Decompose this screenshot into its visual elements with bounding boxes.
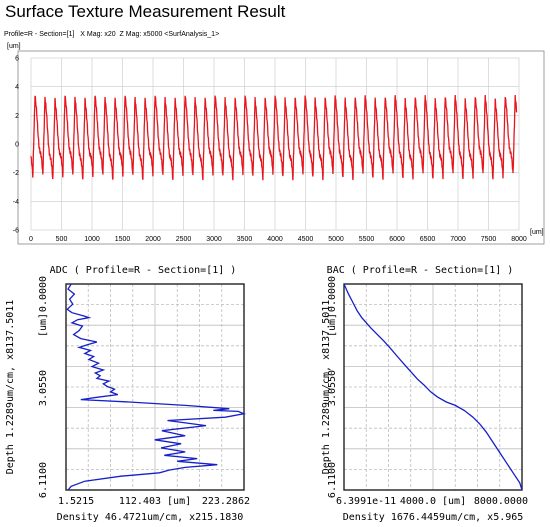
profile-y-tick-label: 2: [15, 113, 19, 120]
profile-y-unit: [um]: [7, 43, 21, 50]
profile-x-unit: [um]: [530, 229, 544, 236]
adc-x-tick-label: 1.5215: [58, 496, 94, 507]
bac-y-tick-label: 0.0000: [327, 276, 338, 312]
adc-x-axis-label: Density 46.4721um/cm, x215.1830: [57, 512, 244, 523]
profile-x-tick-label: 500: [56, 236, 68, 243]
profile-y-tick-label: 6: [15, 56, 19, 63]
bac-y-axis-label: Depth 1.2289um/cm, x8137.5011: [321, 300, 332, 475]
profile-y-tick-label: 0: [15, 142, 19, 149]
profile-chart: [um] 6 4 2 0 -2 -4 -6 0 500 1000 1500 2000 2500 3000…: [7, 43, 545, 245]
adc-plot-frame: [65, 283, 245, 491]
bac-title: BAC ( Profile=R - Section=[1] ): [327, 265, 514, 276]
bac-y-tick-label: [um]: [327, 313, 338, 337]
bac-series-line: [343, 283, 523, 491]
profile-x-tick-label: 7000: [450, 236, 466, 243]
bac-x-tick-label: 8000.0000: [474, 496, 528, 507]
profile-x-tick-label: 3500: [237, 236, 253, 243]
page-title: Surface Texture Measurement Result: [5, 2, 286, 21]
bac-y-tick-labels: 0.0000[um] 3.0550 6.1100: [327, 276, 338, 498]
adc-y-tick-label: 0.0000: [38, 276, 49, 312]
adc-chart: ADC ( Profile=R - Section=[1] ) 0.0000[u…: [5, 265, 250, 523]
adc-x-tick-label: 223.2862: [202, 496, 250, 507]
adc-title: ADC ( Profile=R - Section=[1] ): [50, 265, 237, 276]
adc-series-line: [66, 283, 247, 491]
profile-x-tick-label: 6500: [420, 236, 436, 243]
profile-x-tick-label: 0: [29, 236, 33, 243]
adc-x-tick-label: 112.403 [um]: [119, 496, 191, 507]
profile-x-tick-label: 4000: [267, 236, 283, 243]
adc-y-tick-label: 3.0550: [38, 370, 49, 406]
profile-x-tick-label: 7500: [481, 236, 497, 243]
profile-y-ticks: 6 4 2 0 -2 -4 -6: [13, 56, 19, 235]
profile-x-tick-label: 1000: [84, 236, 100, 243]
bac-x-tick-label: 4000.0 [um]: [400, 496, 466, 507]
bac-x-axis-label: Density 1676.4459um/cm, x5.965: [343, 512, 524, 523]
bac-x-tick-label: 6.3991e-11: [336, 496, 396, 507]
profile-x-tick-label: 1500: [115, 236, 131, 243]
adc-y-tick-label: [um]: [38, 313, 49, 337]
adc-x-tick-labels: 1.5215 112.403 [um] 223.2862: [58, 496, 250, 507]
profile-x-tick-label: 5000: [328, 236, 344, 243]
bac-grid: [344, 284, 522, 490]
profile-x-tick-label: 5500: [359, 236, 375, 243]
profile-y-tick-label: -4: [13, 199, 19, 206]
bac-plot-frame: [343, 283, 523, 491]
profile-x-tick-label: 3000: [206, 236, 222, 243]
adc-grid: [66, 284, 244, 490]
profile-grid: [30, 57, 520, 231]
profile-x-tick-label: 2500: [176, 236, 192, 243]
profile-x-ticks: 0 500 1000 1500 2000 2500 3000 3500 4000 4500 5000…: [29, 236, 527, 243]
bac-chart: BAC ( Profile=R - Section=[1] ) 0.0000[u…: [321, 265, 528, 523]
adc-y-tick-labels: 0.0000[um] 3.0550 6.1100: [38, 276, 49, 498]
profile-y-tick-label: 4: [15, 84, 19, 91]
bac-y-tick-label: 6.1100: [327, 462, 338, 498]
profile-x-tick-label: 6000: [389, 236, 405, 243]
bac-y-tick-label: 3.0550: [327, 370, 338, 406]
profile-x-tick-label: 4500: [298, 236, 314, 243]
profile-x-tick-label: 2000: [145, 236, 161, 243]
profile-header: Profile=R - Section=[1] X Mag: x20 Z Mag…: [4, 31, 220, 38]
profile-y-tick-label: -2: [13, 170, 19, 177]
bac-x-tick-labels: 6.3991e-11 4000.0 [um] 8000.0000: [336, 496, 528, 507]
profile-plot-area: [17, 50, 545, 245]
profile-series-line: [30, 94, 518, 181]
profile-x-tick-label: 8000: [511, 236, 527, 243]
profile-y-tick-label: -6: [13, 228, 19, 235]
adc-y-tick-label: 6.1100: [38, 462, 49, 498]
adc-y-axis-label: Depth 1.2289um/cm, x8137.5011: [5, 300, 16, 475]
